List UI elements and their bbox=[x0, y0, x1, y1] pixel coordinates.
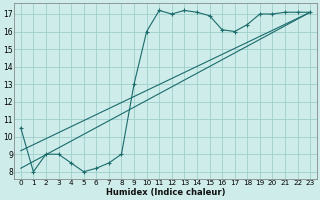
X-axis label: Humidex (Indice chaleur): Humidex (Indice chaleur) bbox=[106, 188, 225, 197]
